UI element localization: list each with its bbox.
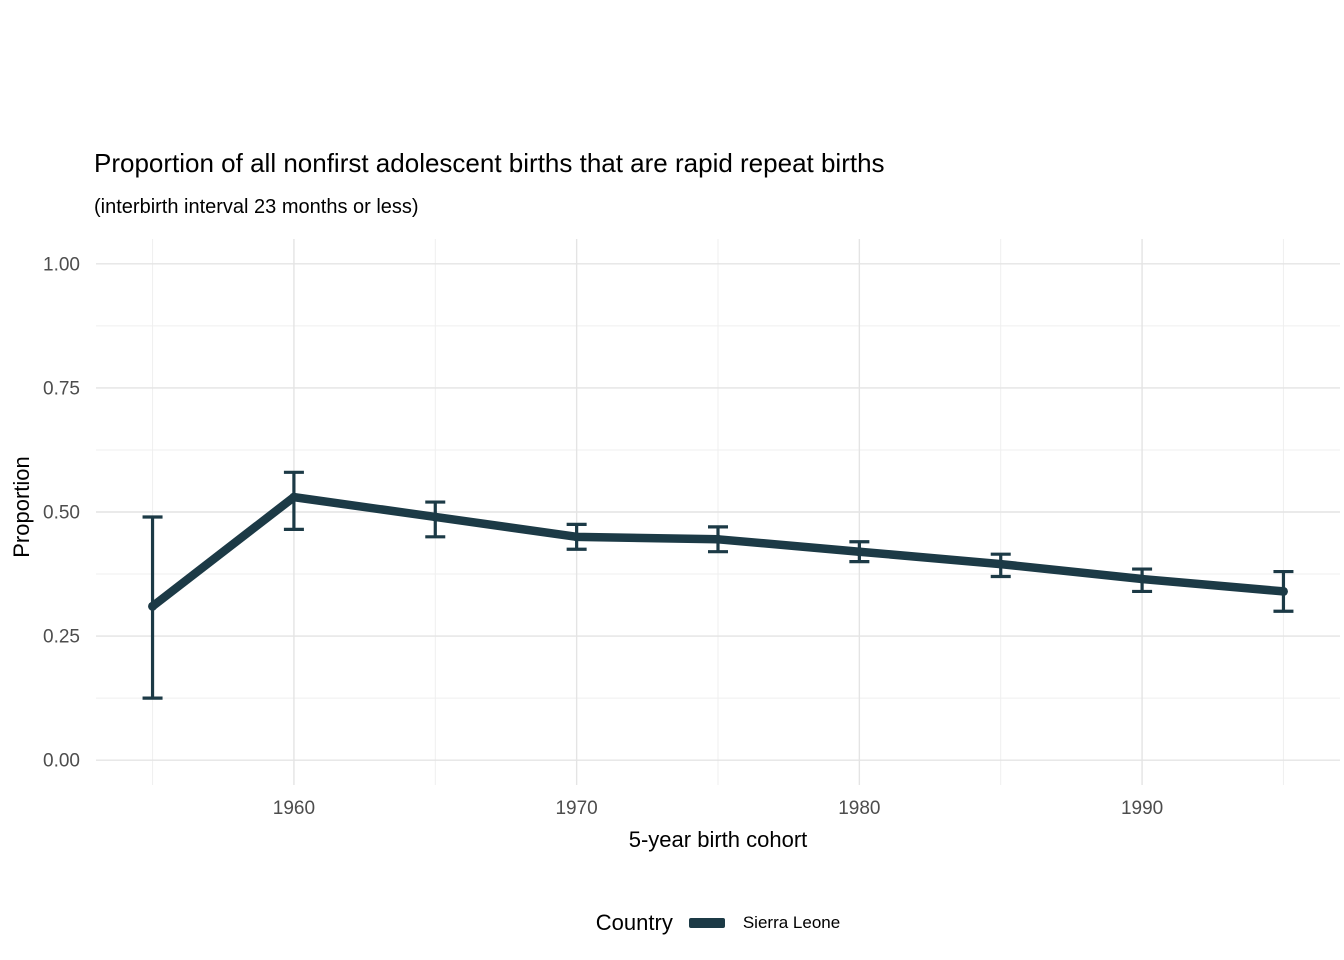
y-tick-label: 0.00 [43,751,80,772]
data-point [1278,586,1288,596]
data-point [148,601,158,611]
x-tick-label: 1980 [838,798,880,819]
y-tick-labels: 0.00 0.25 0.50 0.75 1.00 [43,254,80,771]
chart-title: Proportion of all nonfirst adolescent bi… [94,148,885,178]
y-tick-label: 1.00 [43,254,80,275]
y-tick-label: 0.75 [43,378,80,399]
x-tick-label: 1990 [1121,798,1163,819]
grid-major [96,239,1340,785]
data-point [289,492,299,502]
y-tick-label: 0.50 [43,503,80,524]
legend-title: Country [595,910,673,935]
y-tick-label: 0.25 [43,627,80,648]
y-axis-title: Proportion [9,456,34,558]
data-point [572,532,582,542]
legend: Country Sierra Leone [96,903,1340,943]
x-tick-labels: 1960 1970 1980 1990 [273,798,1163,819]
data-points [148,492,1288,611]
data-point [713,534,723,544]
legend-swatch-line-icon [688,918,725,928]
x-tick-label: 1960 [273,798,315,819]
data-point [1137,574,1147,584]
x-tick-label: 1970 [555,798,597,819]
x-axis-title: 5-year birth cohort [628,827,808,852]
data-point [430,512,440,522]
legend-entry-label: Sierra Leone [742,913,841,932]
data-point [996,559,1006,569]
chart-subtitle: (interbirth interval 23 months or less) [94,196,419,218]
data-point [854,547,864,557]
